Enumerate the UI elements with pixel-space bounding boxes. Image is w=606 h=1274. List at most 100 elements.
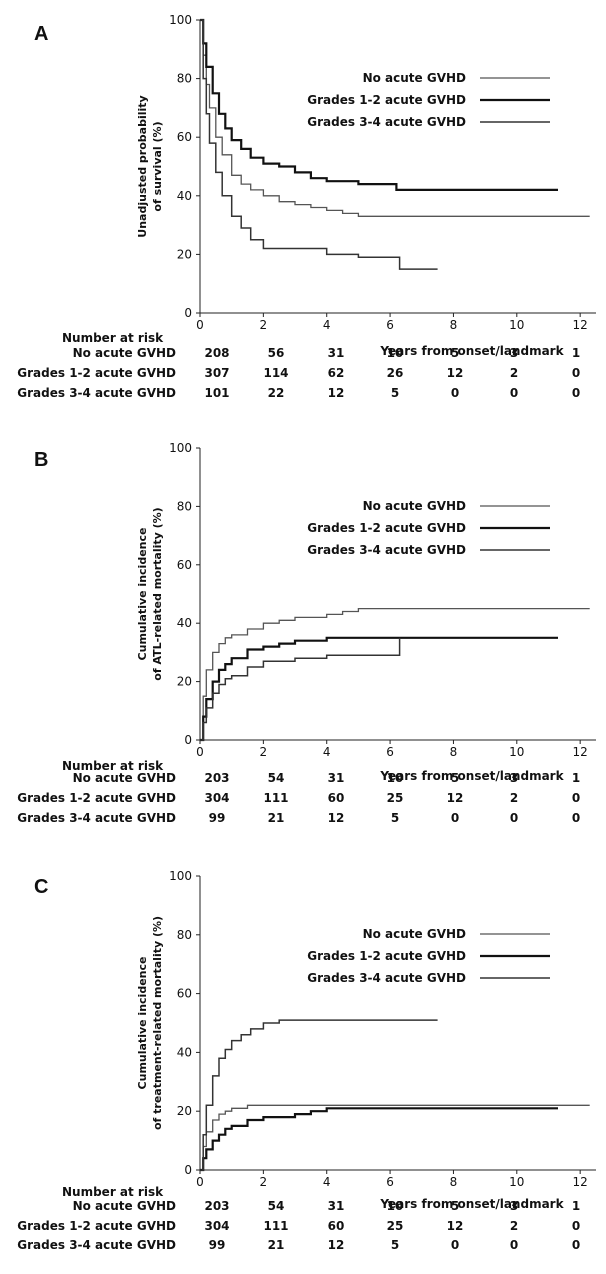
legend-label: No acute GVHD	[363, 927, 466, 941]
risk-cell: 1	[572, 771, 580, 785]
risk-cell: 5	[451, 771, 459, 785]
risk-cell: 54	[268, 1199, 285, 1213]
panel-letter: C	[34, 876, 48, 898]
x-tick-label: 0	[196, 745, 204, 759]
x-tick-label: 8	[450, 1175, 458, 1189]
legend-label: No acute GVHD	[363, 71, 466, 85]
risk-cell: 111	[263, 1219, 288, 1233]
risk-cell: 0	[572, 386, 580, 400]
y-tick-label: 100	[169, 13, 192, 27]
risk-table-title: Number at risk	[62, 759, 164, 773]
risk-cell: 31	[328, 771, 345, 785]
risk-cell: 10	[387, 771, 404, 785]
risk-cell: 1	[572, 346, 580, 360]
risk-row-label: Grades 3-4 acute GVHD	[17, 811, 176, 825]
legend-label: Grades 1-2 acute GVHD	[307, 93, 466, 107]
x-tick-label: 2	[260, 745, 268, 759]
risk-row-label: Grades 1-2 acute GVHD	[17, 366, 176, 380]
x-tick-label: 4	[323, 745, 331, 759]
series-line-1	[200, 1104, 590, 1171]
y-axis-title-line: of survival (%)	[151, 121, 164, 211]
x-tick-label: 6	[386, 745, 394, 759]
y-axis-title-line: of ATL-related mortality (%)	[151, 507, 164, 680]
risk-cell: 12	[447, 791, 464, 805]
risk-cell: 21	[268, 811, 285, 825]
y-tick-label: 60	[177, 558, 192, 572]
panel-letter: A	[34, 23, 48, 45]
y-tick-label: 0	[184, 733, 192, 747]
risk-cell: 31	[328, 346, 345, 360]
risk-cell: 2	[510, 1219, 518, 1233]
y-axis-title-line: Cumulative incidence	[136, 957, 149, 1090]
y-tick-label: 80	[177, 499, 192, 513]
risk-cell: 12	[328, 1238, 345, 1252]
risk-cell: 60	[328, 791, 345, 805]
risk-cell: 5	[391, 811, 399, 825]
y-tick-label: 0	[184, 1163, 192, 1177]
y-axis-title-line: Cumulative incidence	[136, 528, 149, 661]
risk-cell: 21	[268, 1238, 285, 1252]
series-line-2	[200, 1107, 558, 1172]
y-tick-label: 60	[177, 130, 192, 144]
y-tick-label: 80	[177, 72, 192, 86]
risk-cell: 54	[268, 771, 285, 785]
y-tick-label: 0	[184, 306, 192, 320]
y-axis-title-line: of treatment-related mortality (%)	[151, 916, 164, 1130]
x-tick-label: 12	[573, 745, 588, 759]
risk-cell: 12	[328, 386, 345, 400]
risk-cell: 12	[328, 811, 345, 825]
legend-label: No acute GVHD	[363, 499, 466, 513]
risk-table-title: Number at risk	[62, 1185, 164, 1199]
series-line-1	[200, 607, 590, 741]
y-tick-label: 100	[169, 869, 192, 883]
risk-cell: 0	[510, 811, 518, 825]
risk-cell: 0	[510, 386, 518, 400]
y-tick-label: 40	[177, 616, 192, 630]
risk-cell: 25	[387, 791, 404, 805]
panel-letter: B	[34, 449, 48, 471]
risk-cell: 3	[510, 1199, 518, 1213]
risk-cell: 60	[328, 1219, 345, 1233]
x-axis-title: Years from onset/landmark	[379, 1197, 564, 1211]
x-tick-label: 10	[509, 745, 524, 759]
risk-cell: 0	[510, 1238, 518, 1252]
risk-cell: 0	[451, 386, 459, 400]
x-tick-label: 8	[450, 318, 458, 332]
risk-cell: 0	[572, 1238, 580, 1252]
risk-table-title: Number at risk	[62, 331, 164, 345]
risk-cell: 208	[204, 346, 229, 360]
y-axis-title: Cumulative incidence of ATL-related morta…	[136, 507, 164, 680]
y-tick-label: 40	[177, 189, 192, 203]
risk-row-label: Grades 1-2 acute GVHD	[17, 791, 176, 805]
risk-cell: 203	[204, 771, 229, 785]
risk-cell: 12	[447, 366, 464, 380]
risk-cell: 304	[204, 1219, 229, 1233]
risk-cell: 56	[268, 346, 285, 360]
x-axis-title: Years from onset/landmark	[379, 769, 564, 783]
risk-cell: 99	[209, 1238, 226, 1252]
legend-label: Grades 1-2 acute GVHD	[307, 949, 466, 963]
risk-cell: 307	[204, 366, 229, 380]
y-axis-title: Unadjusted probability of survival (%)	[136, 95, 164, 237]
risk-cell: 101	[204, 386, 229, 400]
y-tick-label: 60	[177, 987, 192, 1001]
y-tick-label: 20	[177, 1104, 192, 1118]
risk-cell: 12	[447, 1219, 464, 1233]
risk-cell: 31	[328, 1199, 345, 1213]
risk-cell: 10	[387, 1199, 404, 1213]
risk-cell: 5	[451, 1199, 459, 1213]
x-tick-label: 0	[196, 1175, 204, 1189]
risk-cell: 5	[391, 386, 399, 400]
series-line-3	[200, 637, 401, 741]
risk-cell: 99	[209, 811, 226, 825]
y-tick-label: 20	[177, 675, 192, 689]
y-tick-label: 40	[177, 1045, 192, 1059]
y-axis-title-line: Unadjusted probability	[136, 95, 149, 237]
risk-cell: 62	[328, 366, 345, 380]
series-line-1	[200, 19, 590, 217]
y-tick-label: 80	[177, 928, 192, 942]
risk-cell: 0	[572, 366, 580, 380]
